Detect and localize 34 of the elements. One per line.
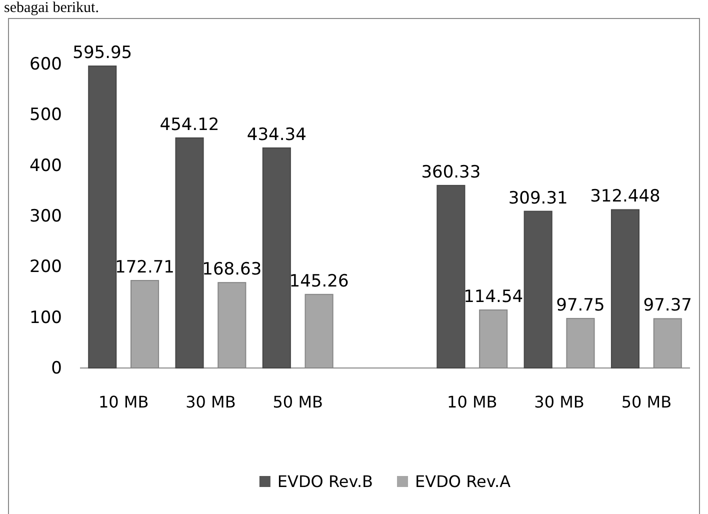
data-label: 97.75 [556,295,605,316]
bar [88,66,117,368]
y-tick-label: 400 [30,156,62,176]
text: sebagai berikut. [4,0,99,16]
bar [262,147,291,368]
x-tick-label: 30 MB [534,392,584,412]
x-tick-label: 10 MB [447,392,498,412]
data-label: 172.71 [115,257,175,278]
y-tick-label: 300 [30,206,62,226]
data-label: 595.95 [72,43,132,64]
bar [436,184,466,368]
data-label: 97.37 [643,296,692,316]
y-tick-label: 100 [30,308,62,328]
data-label: 114.54 [464,286,524,307]
y-tick-label: 500 [30,105,62,126]
data-label: 360.33 [421,162,481,182]
data-label: 434.34 [246,124,306,145]
data-label: 312.448 [590,186,660,207]
y-tick-label: 0 [51,358,62,378]
x-tick-label: 30 MB [186,392,236,412]
data-label: 454.12 [160,114,220,135]
bar [175,137,204,368]
data-label: 309.31 [508,188,568,208]
bar [610,209,640,368]
data-label: 168.63 [202,260,262,280]
x-tick-label: 10 MB [98,392,149,412]
data-label: 145.26 [289,271,349,292]
legend-label: EVDO Rev.A [415,472,511,491]
legend-label: EVDO Rev.B [277,472,374,491]
x-tick-label: 50 MB [621,392,672,412]
x-tick-label: 50 MB [272,392,323,412]
y-tick-label: 600 [30,54,62,74]
y-tick-label: 200 [30,257,62,278]
bar [524,210,552,368]
